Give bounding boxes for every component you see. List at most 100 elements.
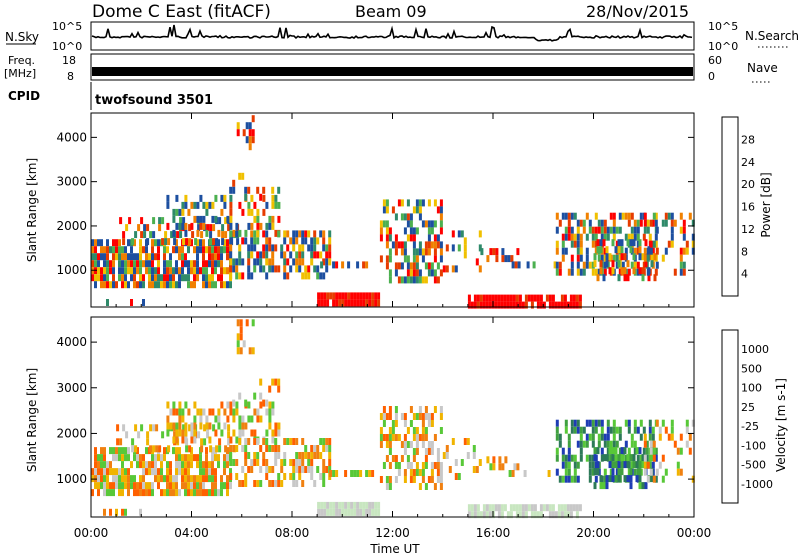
heat-cell xyxy=(310,244,314,252)
nsky-panel-frame xyxy=(90,21,695,51)
heat-cell xyxy=(322,459,326,466)
heat-cell xyxy=(424,434,428,441)
heat-cell xyxy=(91,253,94,261)
heat-cell xyxy=(439,248,443,256)
heat-cell xyxy=(501,463,505,471)
heat-cell xyxy=(406,255,410,263)
heat-cell xyxy=(238,429,242,437)
heat-cell xyxy=(485,294,489,302)
heat-cell xyxy=(265,230,269,238)
heat-cell xyxy=(605,246,609,254)
heat-cell xyxy=(654,240,658,248)
heat-cell xyxy=(220,281,223,289)
heat-cell xyxy=(430,413,434,420)
heat-cell xyxy=(506,511,510,519)
heat-cell xyxy=(397,262,401,270)
heat-cell xyxy=(600,233,604,241)
heat-cell xyxy=(617,475,621,483)
heat-cell xyxy=(591,226,595,234)
heat-cell xyxy=(436,476,440,483)
heat-cell xyxy=(582,219,586,227)
heat-cell xyxy=(221,224,225,232)
heat-cell xyxy=(593,482,597,490)
heat-cell xyxy=(588,261,592,269)
heat-cell xyxy=(448,466,452,473)
heat-cell xyxy=(379,441,383,448)
freq-series-band xyxy=(92,67,693,76)
heat-cell xyxy=(122,424,126,432)
heat-cell xyxy=(259,378,263,386)
heat-cell xyxy=(344,292,348,300)
heat-cell xyxy=(569,294,573,302)
heat-cell xyxy=(526,261,530,269)
heat-cell xyxy=(187,208,191,216)
heat-cell xyxy=(611,260,615,268)
heat-cell xyxy=(205,461,208,469)
heat-cell xyxy=(582,261,586,269)
heat-cell xyxy=(181,246,184,254)
heat-cell xyxy=(250,466,254,473)
heat-cell xyxy=(338,501,342,509)
heat-cell xyxy=(561,447,565,455)
heat-cell xyxy=(298,230,302,238)
heat-cell xyxy=(475,258,479,266)
heat-cell xyxy=(564,233,568,241)
heat-cell xyxy=(457,473,461,480)
heat-cell xyxy=(575,294,579,302)
heat-cell xyxy=(472,445,476,452)
heat-cell xyxy=(202,408,206,416)
heat-cell xyxy=(365,292,369,300)
heat-cell xyxy=(235,408,239,416)
heat-cell xyxy=(646,268,650,276)
heat-cell xyxy=(427,476,431,483)
heat-cell xyxy=(223,246,226,254)
heat-cell xyxy=(181,408,185,416)
heat-cell xyxy=(166,267,169,275)
heat-cell xyxy=(611,454,615,462)
ytick-label: 4000 xyxy=(56,130,87,144)
heat-cell xyxy=(667,212,671,220)
heat-cell xyxy=(563,301,567,309)
heat-cell xyxy=(239,319,243,327)
heat-cell xyxy=(173,431,177,439)
heat-cell xyxy=(451,230,455,238)
heat-cell xyxy=(524,504,528,512)
heat-cell xyxy=(262,251,266,259)
heat-cell xyxy=(661,475,665,483)
heat-cell xyxy=(325,265,329,273)
heat-cell xyxy=(388,441,392,448)
heat-cell xyxy=(603,468,607,476)
heat-cell xyxy=(576,261,580,269)
heat-cell xyxy=(262,244,266,252)
heat-cell xyxy=(317,292,321,300)
heat-cell xyxy=(196,260,199,268)
heat-cell xyxy=(551,301,555,309)
heat-cell xyxy=(498,456,502,464)
heat-cell xyxy=(593,260,597,268)
heat-cell xyxy=(620,461,624,469)
heat-cell xyxy=(557,511,561,519)
heat-cell xyxy=(365,261,369,269)
heat-cell xyxy=(626,475,630,483)
heat-cell xyxy=(427,248,431,256)
heat-cell xyxy=(322,473,326,480)
heat-cell xyxy=(558,440,562,448)
heat-cell xyxy=(178,408,182,416)
heat-cell xyxy=(184,260,187,268)
heat-cell xyxy=(427,220,431,228)
heat-cell xyxy=(482,511,486,519)
heat-cell xyxy=(97,260,100,268)
heat-cell xyxy=(636,454,640,462)
heat-cell xyxy=(317,508,321,516)
heat-cell xyxy=(106,281,109,289)
heat-cell xyxy=(322,272,326,280)
heat-cell xyxy=(289,251,293,259)
heat-cell xyxy=(214,215,218,223)
heat-cell xyxy=(617,454,621,462)
heat-cell xyxy=(223,281,226,289)
heat-cell xyxy=(94,468,97,476)
heat-cell xyxy=(184,489,187,497)
heat-cell xyxy=(109,508,112,516)
heat-cell xyxy=(139,281,142,289)
heat-cell xyxy=(121,508,124,516)
